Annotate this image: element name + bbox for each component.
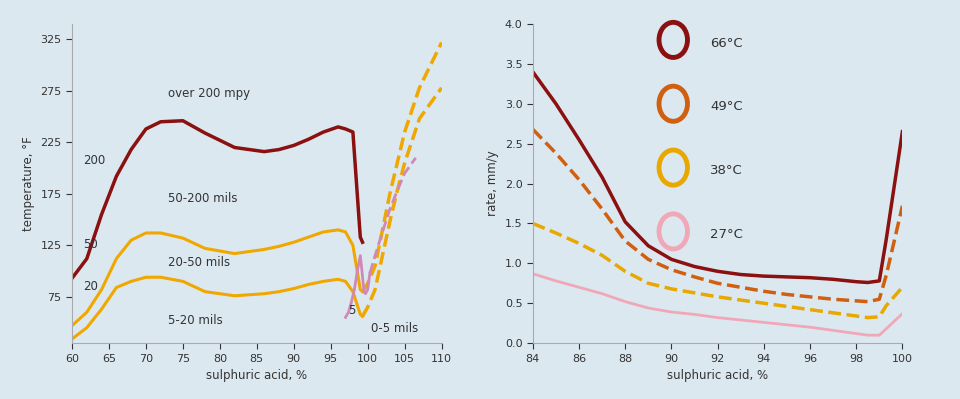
Text: 20: 20 [84,280,98,293]
Text: over 200 mpy: over 200 mpy [168,87,251,101]
Y-axis label: rate, mm/y: rate, mm/y [486,151,499,216]
Text: 27°C: 27°C [710,228,743,241]
Text: 50-200 mils: 50-200 mils [168,192,237,205]
Text: 38°C: 38°C [710,164,743,177]
Text: 49°C: 49°C [710,101,743,113]
Text: 5: 5 [348,304,355,317]
X-axis label: sulphuric acid, %: sulphuric acid, % [667,369,768,382]
Y-axis label: temperature, °F: temperature, °F [22,136,35,231]
Text: 0-5 mils: 0-5 mils [372,322,419,335]
Text: 200: 200 [84,154,106,168]
Text: 5-20 mils: 5-20 mils [168,314,223,327]
Text: 50: 50 [84,238,98,251]
Text: 20-50 mils: 20-50 mils [168,256,230,269]
X-axis label: sulphuric acid, %: sulphuric acid, % [206,369,307,382]
Text: 66°C: 66°C [710,37,743,49]
